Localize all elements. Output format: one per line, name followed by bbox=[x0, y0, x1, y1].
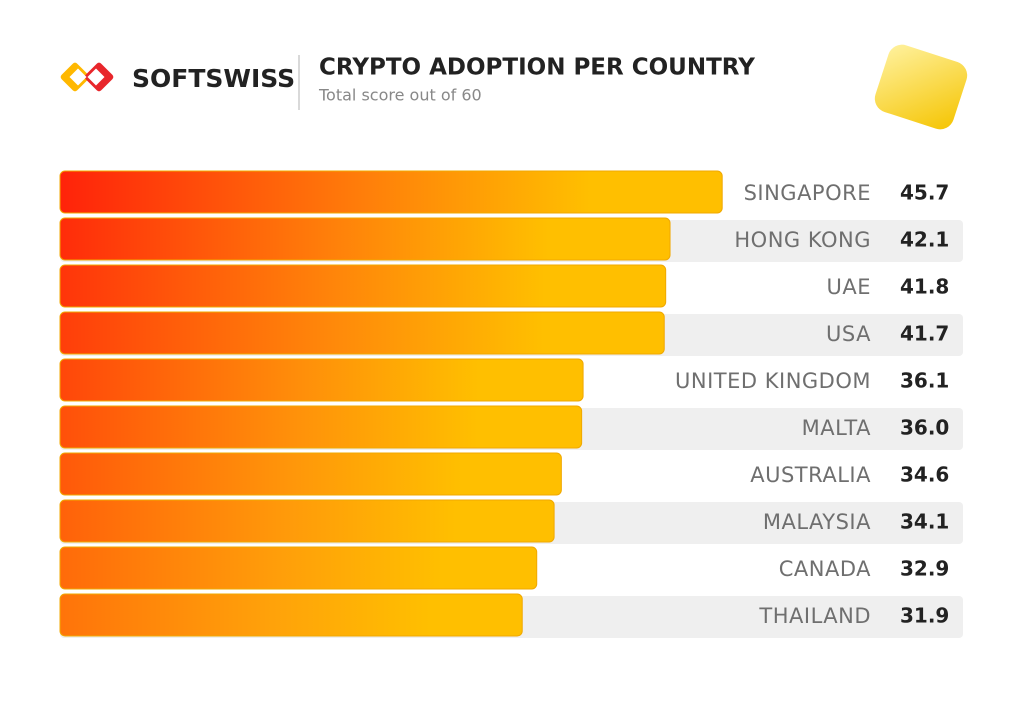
value-label: 36.0 bbox=[900, 416, 949, 440]
value-label: 32.9 bbox=[900, 557, 949, 581]
value-label: 41.7 bbox=[900, 322, 949, 346]
category-label: USA bbox=[826, 322, 871, 346]
category-label: SINGAPORE bbox=[744, 181, 871, 205]
category-label: CANADA bbox=[779, 557, 871, 581]
bar bbox=[59, 593, 523, 637]
category-label: AUSTRALIA bbox=[750, 463, 871, 487]
bar bbox=[59, 264, 667, 308]
bar bbox=[59, 217, 671, 261]
bar bbox=[59, 311, 665, 355]
value-label: 36.1 bbox=[900, 369, 949, 393]
decor-cube bbox=[874, 44, 968, 130]
bar bbox=[59, 546, 538, 590]
value-label: 34.1 bbox=[900, 510, 949, 534]
value-label: 34.6 bbox=[900, 463, 949, 487]
value-label: 41.8 bbox=[900, 275, 949, 299]
value-label: 31.9 bbox=[900, 604, 949, 628]
category-label: THAILAND bbox=[758, 604, 871, 628]
brand: SOFTSWISS bbox=[132, 64, 295, 93]
category-label: MALTA bbox=[802, 416, 871, 440]
category-label: MALAYSIA bbox=[763, 510, 871, 534]
bar bbox=[59, 499, 555, 543]
bar bbox=[59, 170, 723, 214]
category-label: HONG KONG bbox=[734, 228, 871, 252]
value-label: 42.1 bbox=[900, 228, 949, 252]
category-label: UAE bbox=[826, 275, 871, 299]
logo bbox=[60, 62, 114, 92]
bar bbox=[59, 405, 583, 449]
value-label: 45.7 bbox=[900, 181, 949, 205]
bar bbox=[59, 452, 562, 496]
bar bbox=[59, 358, 584, 402]
category-label: UNITED KINGDOM bbox=[675, 369, 871, 393]
chart-title: CRYPTO ADOPTION PER COUNTRY bbox=[319, 55, 755, 81]
chart-subtitle: Total score out of 60 bbox=[318, 86, 482, 105]
